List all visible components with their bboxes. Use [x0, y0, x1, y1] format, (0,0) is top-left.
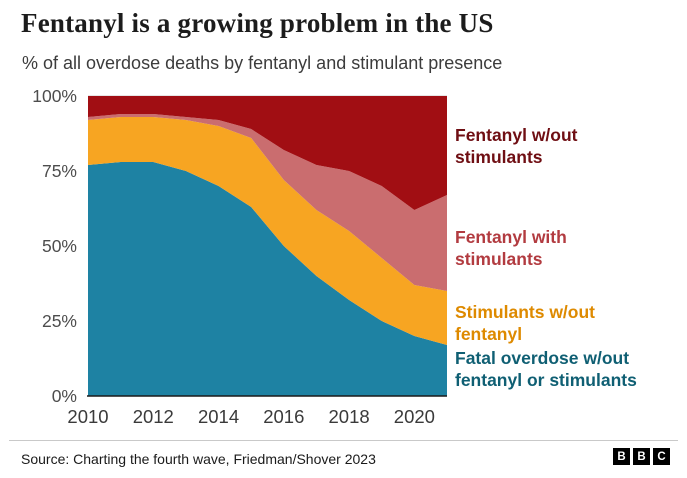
x-axis-tick-label: 2014: [198, 406, 239, 427]
legend-line: Fentanyl w/out: [455, 125, 578, 145]
source-text: Source: Charting the fourth wave, Friedm…: [21, 451, 376, 467]
x-axis-tick-label: 2016: [263, 406, 304, 427]
legend-line: fentanyl: [455, 324, 523, 344]
chart-subtitle: % of all overdose deaths by fentanyl and…: [22, 53, 503, 73]
footer: Source: Charting the fourth wave, Friedm…: [9, 440, 678, 478]
legend-label-no-fentanyl-or-stimulants: Fatal overdose w/out fentanyl or stimula…: [455, 347, 655, 391]
area-fentanyl-with-stimulants: [88, 114, 447, 291]
legend-label-stimulants-without-fentanyl: Stimulants w/out fentanyl: [455, 301, 655, 345]
legend-line: Fentanyl with: [455, 227, 567, 247]
y-axis-tick-label: 50%: [42, 236, 77, 256]
y-axis-tick-label: 0%: [52, 386, 77, 406]
x-axis-tick-label: 2010: [67, 406, 108, 427]
x-axis-tick-label: 2018: [329, 406, 370, 427]
y-axis-tick-label: 25%: [42, 311, 77, 331]
legend-line: fentanyl or stimulants: [455, 370, 637, 390]
area-fentanyl-without-stimulants: [88, 96, 447, 210]
bbc-logo-letter: C: [653, 448, 670, 465]
stacked-area-chart: 0% 25% 50% 75% 100% 2010 2012 2014 2016 2018 2020: [32, 86, 447, 427]
area-stimulants-without-fentanyl: [88, 117, 447, 345]
x-axis-tick-label: 2020: [394, 406, 435, 427]
x-axis-tick-label: 2012: [133, 406, 174, 427]
bbc-logo: B B C: [613, 448, 670, 465]
legend-label-fentanyl-without-stimulants: Fentanyl w/out stimulants: [455, 124, 655, 168]
bbc-logo-letter: B: [613, 448, 630, 465]
y-axis-tick-label: 75%: [42, 161, 77, 181]
legend-line: stimulants: [455, 249, 543, 269]
bbc-logo-letter: B: [633, 448, 650, 465]
legend-line: Fatal overdose w/out: [455, 348, 630, 368]
legend-line: stimulants: [455, 147, 543, 167]
area-no-fentanyl-or-stimulants: [88, 162, 447, 396]
legend-label-fentanyl-with-stimulants: Fentanyl with stimulants: [455, 226, 655, 270]
legend-line: Stimulants w/out: [455, 302, 595, 322]
chart-title: Fentanyl is a growing problem in the US: [21, 8, 494, 38]
y-axis-tick-label: 100%: [32, 86, 77, 106]
